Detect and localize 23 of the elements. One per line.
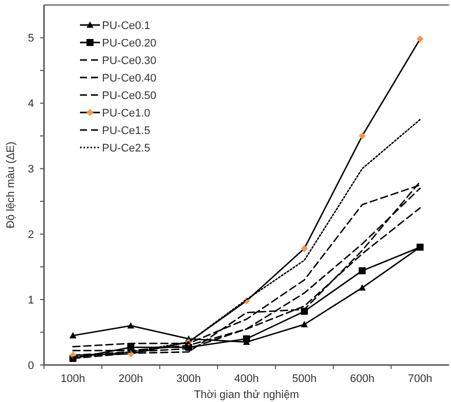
y-tick-label: 0 xyxy=(28,360,34,372)
y-axis-title: Độ lệch màu (ΔE) xyxy=(5,142,17,228)
legend-label: PU-Ce1.0 xyxy=(102,107,150,120)
legend-label: PU-Ce0.40 xyxy=(102,72,156,84)
x-tick-label: 600h xyxy=(350,373,374,385)
legend-label: PU-Ce0.30 xyxy=(102,54,156,67)
legend-label: PU-Ce0.20 xyxy=(102,37,156,50)
x-tick-label: 400h xyxy=(234,373,259,385)
x-tick-label: 500h xyxy=(292,373,317,385)
y-tick-label: 4 xyxy=(28,98,34,110)
legend-label: PU-Ce1.5 xyxy=(102,124,150,137)
x-axis-title: Thời gian thử nghiệm xyxy=(194,389,300,401)
legend-label: PU-Ce2.5 xyxy=(102,142,150,154)
x-tick-label: 700h xyxy=(408,373,432,385)
y-tick-label: 5 xyxy=(28,32,34,45)
y-tick-label: 3 xyxy=(28,163,34,176)
x-tick-label: 200h xyxy=(118,373,144,385)
legend-label: PU-Ce0.50 xyxy=(102,90,156,102)
y-tick-label: 2 xyxy=(28,228,34,241)
x-tick-label: 100h xyxy=(60,373,86,385)
legend-label: PU-Ce0.1 xyxy=(102,20,150,32)
x-tick-label: 300h xyxy=(176,373,201,385)
y-tick-label: 1 xyxy=(28,294,34,306)
